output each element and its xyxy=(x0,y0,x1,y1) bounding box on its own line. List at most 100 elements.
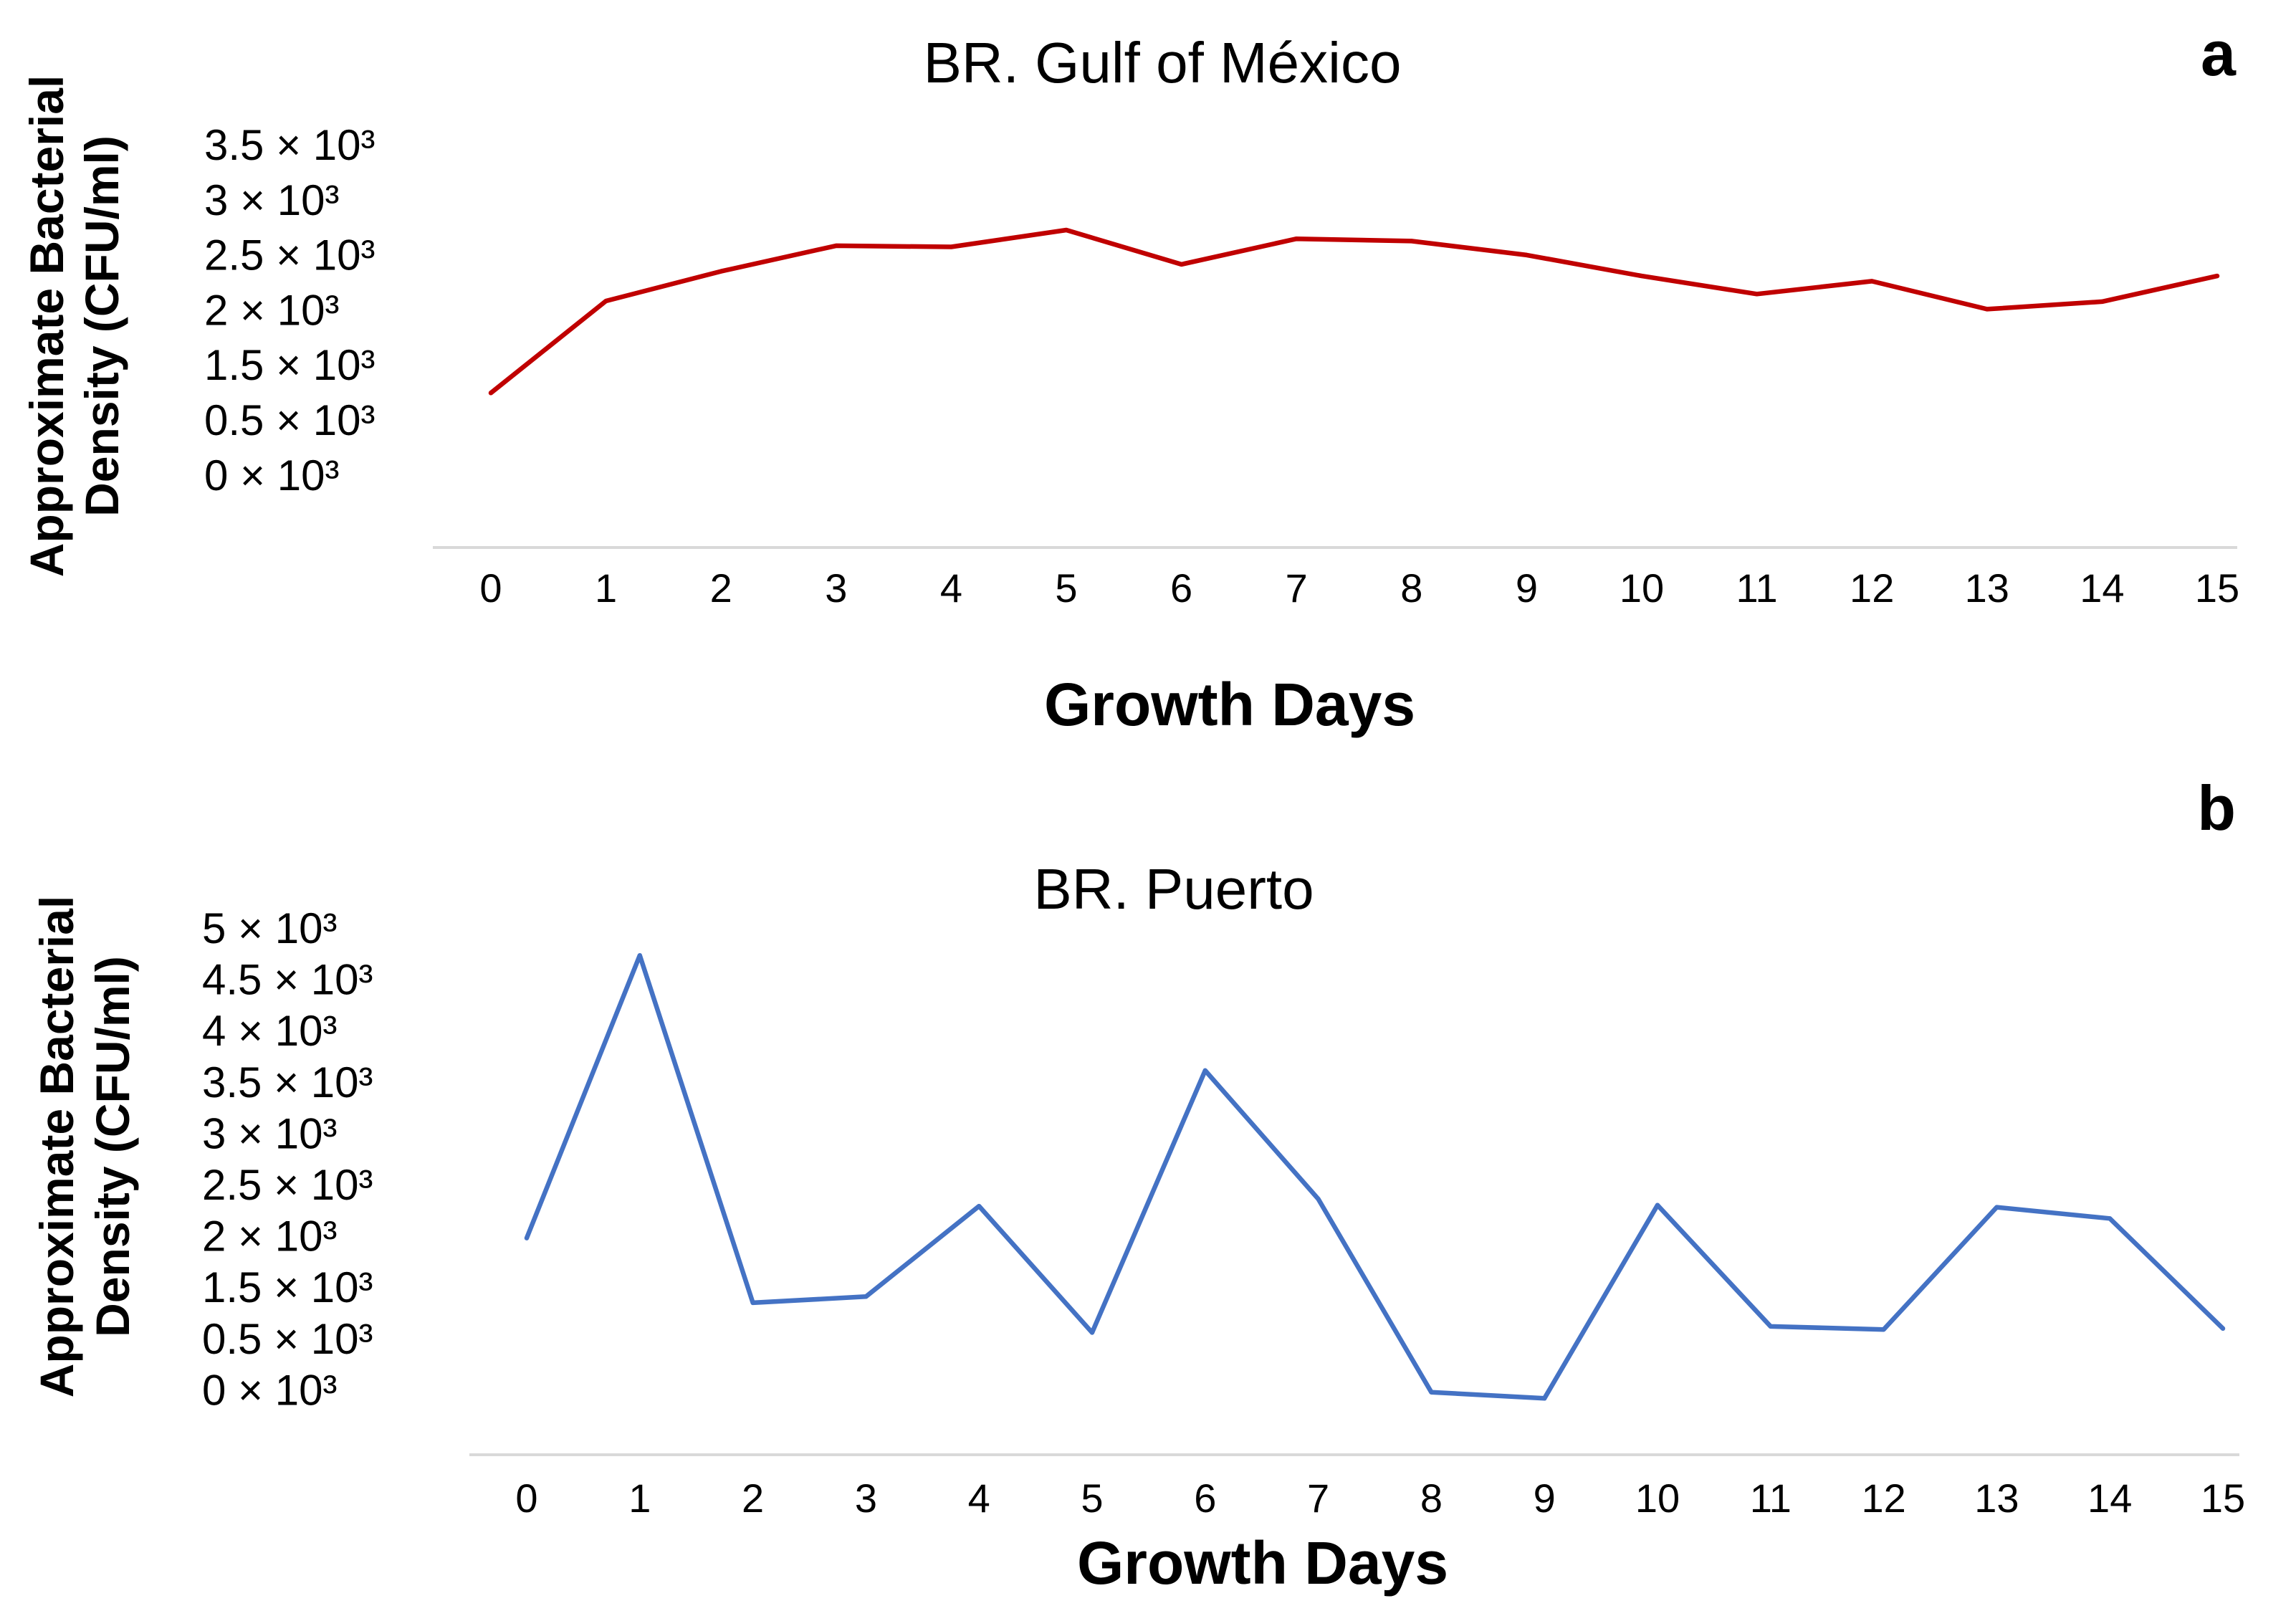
x-tick-label: 5 xyxy=(1081,1476,1103,1521)
data-point xyxy=(1429,1390,1434,1395)
y-tick-label: 1.5 × 10³ xyxy=(202,1263,373,1311)
x-tick-label: 5 xyxy=(1055,565,1077,611)
data-point xyxy=(1316,1197,1321,1202)
y-tick-label: 0 × 10³ xyxy=(204,451,339,499)
x-tick-label: 4 xyxy=(940,565,962,611)
data-point xyxy=(1179,262,1184,267)
data-point xyxy=(949,244,954,249)
y-tick-label: 3 × 10³ xyxy=(202,1109,337,1157)
data-point xyxy=(489,391,493,396)
x-tick-label: 1 xyxy=(595,565,617,611)
data-point xyxy=(1524,252,1529,257)
x-tick-label: 8 xyxy=(1400,565,1422,611)
x-tick-label: 13 xyxy=(1974,1476,2019,1521)
series-line-a xyxy=(488,227,2220,396)
y-tick-label: 5 × 10³ xyxy=(202,904,337,952)
chart-panel-b: b BR. Puerto Approximate Bacterial Densi… xyxy=(30,773,2245,1597)
data-point xyxy=(864,1294,869,1299)
data-point xyxy=(1881,1327,1886,1332)
x-tick-label: 15 xyxy=(2195,565,2239,611)
data-point xyxy=(1294,236,1299,242)
data-point xyxy=(1984,307,1989,312)
data-point xyxy=(719,269,724,274)
x-tick-label: 2 xyxy=(742,1476,764,1521)
x-tick-label: 14 xyxy=(2080,565,2124,611)
x-tick-label: 10 xyxy=(1620,565,1664,611)
x-tick-label: 3 xyxy=(855,1476,877,1521)
y-tick-label: 3.5 × 10³ xyxy=(204,121,376,169)
y-tick-label: 2.5 × 10³ xyxy=(202,1161,373,1209)
data-point xyxy=(750,1300,755,1305)
series-points-b xyxy=(525,953,2225,1401)
chart-panel-a: BR. Gulf of México a Approximate Bacteri… xyxy=(20,18,2239,738)
y-axis-label-a-line1: Approximate Bacterial xyxy=(20,75,73,578)
y-tick-label: 1.5 × 10³ xyxy=(204,341,376,389)
y-axis-label-b-line1: Approximate Bacterial xyxy=(30,896,83,1398)
data-point xyxy=(1542,1396,1547,1401)
data-point xyxy=(603,299,608,303)
data-point xyxy=(1409,239,1414,244)
x-tick-label: 7 xyxy=(1286,565,1308,611)
data-point xyxy=(525,1235,529,1240)
data-point xyxy=(1640,274,1644,279)
y-tick-label: 2 × 10³ xyxy=(204,286,339,334)
series-line-b xyxy=(524,952,2226,1401)
x-tick-label: 4 xyxy=(968,1476,990,1521)
data-point xyxy=(977,1204,982,1209)
x-tick-label: 13 xyxy=(1965,565,2009,611)
series-points-a xyxy=(489,228,2219,396)
y-axis-label-b-line2: Density (CFU/ml) xyxy=(86,956,139,1337)
x-tick-label: 12 xyxy=(1861,1476,1905,1521)
y-tick-label: 4.5 × 10³ xyxy=(202,956,373,1004)
x-tick-labels-a: 0 1 2 3 4 5 6 7 8 9 10 11 12 13 14 15 xyxy=(479,565,2239,611)
data-point xyxy=(2221,1326,2225,1331)
x-tick-label: 11 xyxy=(1750,1476,1792,1521)
data-point xyxy=(1768,1324,1773,1329)
x-tick-label: 11 xyxy=(1736,565,1778,611)
x-axis-label-a: Growth Days xyxy=(1044,671,1415,738)
x-tick-label: 12 xyxy=(1850,565,1894,611)
x-tick-label: 6 xyxy=(1194,1476,1216,1521)
x-tick-label: 0 xyxy=(515,1476,537,1521)
data-point xyxy=(2108,1216,2113,1221)
y-tick-label: 3.5 × 10³ xyxy=(202,1058,373,1106)
y-tick-label: 0.5 × 10³ xyxy=(204,396,376,444)
y-axis-label-a-line2: Density (CFU/ml) xyxy=(75,135,128,517)
x-tick-labels-b: 0 1 2 3 4 5 6 7 8 9 10 11 12 13 14 15 xyxy=(515,1476,2245,1521)
data-point xyxy=(2215,274,2219,279)
y-tick-label: 3 × 10³ xyxy=(204,176,339,224)
data-point xyxy=(1870,279,1875,284)
data-point xyxy=(1994,1205,1999,1210)
y-tick-label: 2.5 × 10³ xyxy=(204,231,376,279)
y-tick-label: 0 × 10³ xyxy=(202,1366,337,1414)
data-point xyxy=(1064,228,1068,232)
chart-title-b: BR. Puerto xyxy=(1033,857,1314,921)
x-tick-label: 9 xyxy=(1534,1476,1556,1521)
x-axis-label-b: Growth Days xyxy=(1077,1529,1448,1597)
data-point xyxy=(833,243,838,248)
x-tick-label: 6 xyxy=(1170,565,1192,611)
y-tick-label: 4 × 10³ xyxy=(202,1007,337,1055)
y-tick-label: 0.5 × 10³ xyxy=(202,1315,373,1363)
panel-label-b: b xyxy=(2197,773,2236,843)
data-point xyxy=(637,953,642,958)
x-tick-label: 14 xyxy=(2087,1476,2132,1521)
data-point xyxy=(2100,299,2105,304)
x-tick-label: 3 xyxy=(825,565,847,611)
x-tick-label: 0 xyxy=(479,565,502,611)
data-point xyxy=(1754,292,1759,297)
x-tick-label: 9 xyxy=(1516,565,1538,611)
panel-label-a: a xyxy=(2201,18,2237,89)
data-point xyxy=(1090,1330,1094,1335)
x-tick-label: 2 xyxy=(710,565,732,611)
y-tick-labels-a: 3.5 × 10³ 3 × 10³ 2.5 × 10³ 2 × 10³ 1.5 × 10… xyxy=(204,121,376,499)
x-tick-label: 15 xyxy=(2201,1476,2245,1521)
x-tick-label: 8 xyxy=(1420,1476,1443,1521)
x-tick-label: 1 xyxy=(628,1476,651,1521)
data-point xyxy=(1655,1203,1660,1208)
x-tick-label: 7 xyxy=(1307,1476,1329,1521)
y-tick-label: 2 × 10³ xyxy=(202,1213,337,1261)
data-point xyxy=(1202,1068,1207,1073)
